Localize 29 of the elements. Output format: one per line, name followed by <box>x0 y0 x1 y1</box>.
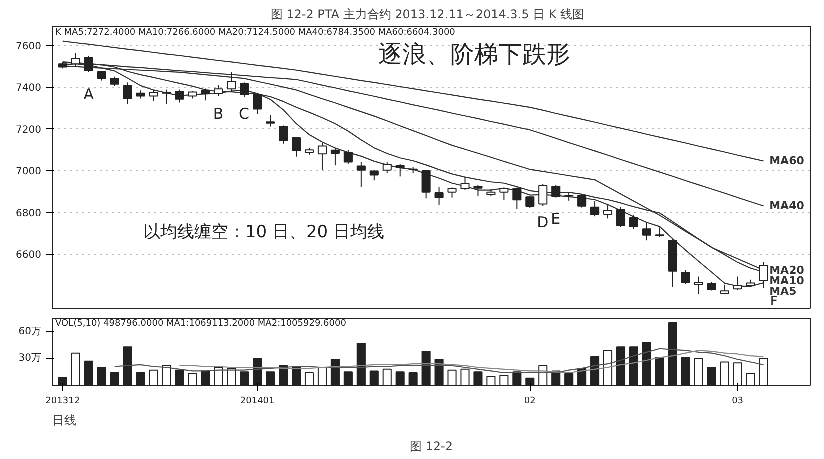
series-label: MA10 <box>770 274 805 288</box>
x-tick-label: 201312 <box>46 396 80 406</box>
y-tick-label: 60万 <box>18 326 42 338</box>
caption: 图 12-2 <box>410 440 454 454</box>
y-tick-label: 6800 <box>16 208 42 220</box>
series-label: MA40 <box>770 200 805 213</box>
y-tick-label: 7200 <box>16 124 42 136</box>
y-tick-label: 30万 <box>18 353 42 364</box>
text: F <box>770 294 778 310</box>
y-tick-label: 7000 <box>16 166 42 178</box>
chart-title: 图 12-2 PTA 主力合约 2013.12.11～2014.3.5 日 K 线图 <box>270 8 585 22</box>
annotation: K MA5:7272.4000 MA10:7266.6000 MA20:7124.5000 MA40:6784.3500 MA60:6604.3000 <box>56 28 456 38</box>
series-label: MA20 <box>770 264 805 277</box>
y-tick-label: 7600 <box>16 41 42 52</box>
y-tick-label: 7400 <box>16 83 42 94</box>
x-tick-label: 03 <box>732 396 744 406</box>
annotation: B <box>213 104 224 123</box>
x-tick-label: 02 <box>524 396 536 406</box>
y-tick-label: 6600 <box>16 250 42 262</box>
annotation: E <box>551 210 561 228</box>
annotation: D <box>537 213 549 232</box>
annotation: 以均线缠空：10 日、20 日均线 <box>143 222 385 242</box>
annotation: VOL(5,10) 498796.0000 MA1:1069113.2000 MA2:1005929.6000 <box>56 318 347 329</box>
x-tick-label: 201401 <box>240 396 275 406</box>
series-label: MA60 <box>770 154 805 168</box>
annotation: A <box>84 86 95 104</box>
text: 日线 <box>52 414 76 428</box>
annotation: C <box>239 104 250 123</box>
annotation: 逐浪、阶梯下跌形 <box>378 40 570 69</box>
